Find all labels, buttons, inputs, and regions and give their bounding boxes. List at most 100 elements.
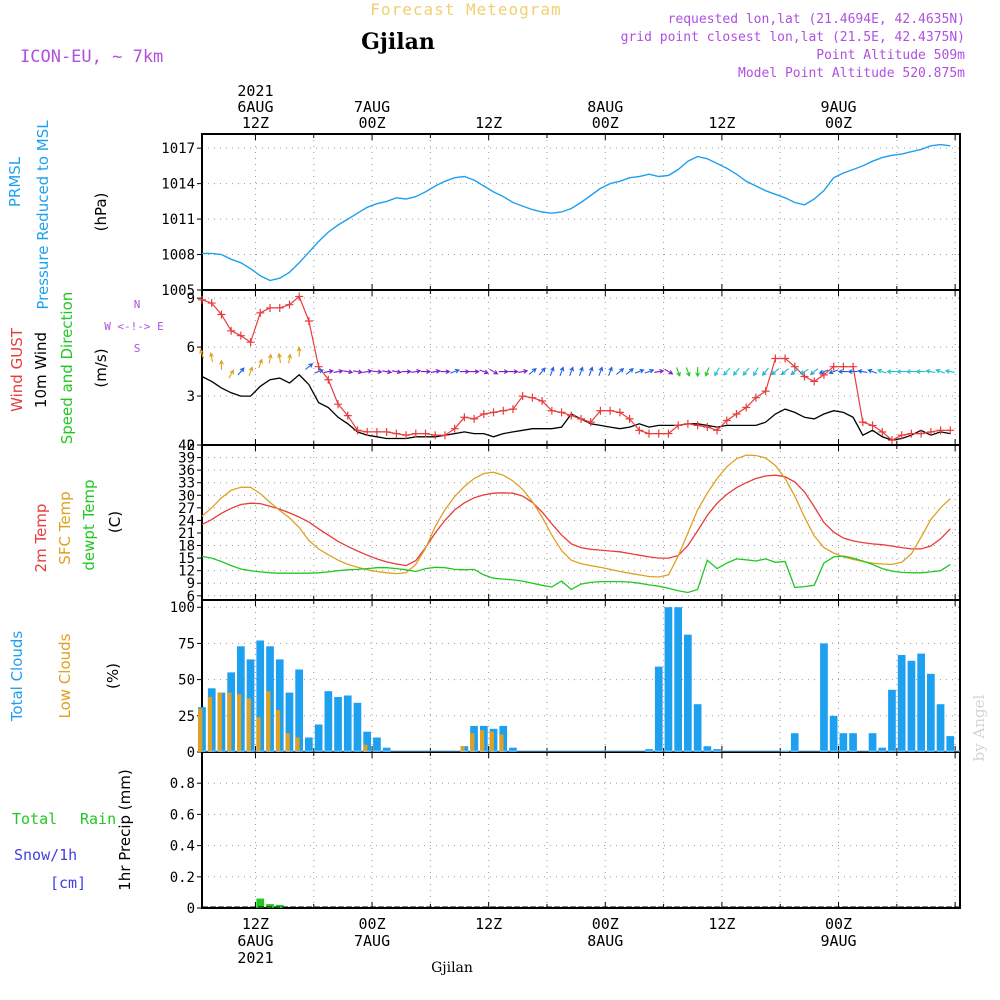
gust-marker	[304, 317, 313, 325]
gust-marker	[314, 362, 323, 371]
location-title: Gjilan	[361, 29, 435, 55]
wind-direction-arrow	[296, 346, 302, 357]
bottom-time-label: 8AUG	[587, 932, 623, 950]
wind-direction-arrow	[528, 367, 537, 375]
gust-marker	[198, 295, 206, 304]
wind-direction-arrow	[518, 368, 529, 374]
gust-marker	[518, 392, 527, 401]
wind-direction-arrow	[695, 367, 700, 378]
wind-direction-arrow	[549, 366, 555, 376]
y-tick-label: 1011	[161, 212, 195, 228]
bottom-time-label: 00Z	[825, 915, 852, 933]
wind-direction-arrow	[867, 368, 877, 374]
wind-direction-arrow	[498, 369, 509, 374]
bottom-time-label: 9AUG	[820, 932, 856, 950]
wind-direction-arrow	[625, 367, 634, 375]
gust-marker	[246, 338, 255, 347]
wind-direction-arrow	[598, 366, 604, 376]
low-clouds-bar	[237, 694, 242, 752]
y-tick-label: 25	[178, 709, 195, 725]
wind-direction-arrow	[323, 368, 334, 374]
low-clouds-bar	[295, 737, 300, 752]
gust-marker	[411, 429, 420, 438]
panel-frame	[201, 133, 961, 291]
y-tick-label: 6	[187, 340, 195, 356]
super-title: Forecast Meteogram	[370, 0, 561, 19]
wind-direction-arrow	[876, 368, 887, 374]
total-clouds-bar	[256, 640, 265, 752]
total-clouds-bar	[285, 692, 294, 752]
legend-snow: Snow/1h	[14, 846, 77, 864]
wind-direction-arrow	[664, 368, 674, 375]
low-clouds-bar	[363, 744, 368, 752]
requested-coords: requested lon,lat (21.4694E, 42.4635N)	[668, 12, 965, 27]
wind-direction-arrow	[411, 368, 422, 374]
total-clouds-bar	[946, 736, 955, 752]
total-clouds-bar	[295, 669, 303, 752]
bottom-time-label: 00Z	[359, 915, 386, 933]
y-label-10m-wind: 10m Wind	[32, 332, 50, 408]
gust-marker	[693, 421, 702, 430]
top-time-label: 12Z	[475, 114, 502, 132]
low-clouds-bar	[217, 692, 222, 752]
temp-2m-line	[201, 474, 951, 567]
wind-direction-arrow	[790, 368, 799, 376]
wind-direction-arrow	[469, 369, 480, 374]
wind-direction-arrow	[857, 368, 868, 374]
wind-direction-arrow	[704, 367, 710, 377]
wind-direction-arrow	[676, 367, 681, 377]
total-clouds-bar	[324, 691, 333, 752]
rain-bar	[266, 904, 274, 908]
gust-marker	[256, 308, 265, 317]
low-clouds-bar	[246, 698, 251, 752]
wind-direction-arrow	[333, 368, 344, 374]
total-clouds-bar	[334, 697, 342, 752]
wind-direction-arrow	[538, 367, 546, 376]
wind-direction-arrow	[219, 359, 224, 370]
bottom-time-label: 2021	[237, 949, 273, 967]
y-label-2m-temp: 2m Temp	[32, 504, 50, 573]
wind-direction-arrow	[896, 369, 907, 374]
top-time-label: 12Z	[242, 114, 269, 132]
y-tick-label: 36	[178, 463, 195, 479]
y-tick-label: 0.6	[170, 807, 195, 823]
gust-marker	[625, 414, 634, 423]
y-label-dewpt: dewpt Temp	[80, 479, 98, 570]
model-name: ICON-EU, ~ 7km	[20, 47, 163, 67]
gust-marker	[353, 426, 362, 435]
y-label-pressure: Pressure Reduced to MSL	[34, 120, 52, 310]
gust-marker	[421, 429, 430, 438]
gust-marker	[887, 436, 896, 445]
y-tick-label: 9	[187, 576, 195, 592]
pressure-line	[202, 143, 951, 282]
gust-marker	[897, 431, 906, 440]
wind-direction-arrow	[199, 348, 205, 359]
gust-marker	[285, 300, 294, 309]
top-time-label: 12Z	[708, 114, 735, 132]
panel-precip: 0 0.2 0.4 0.6 0.8	[170, 752, 960, 917]
gust-marker	[917, 429, 926, 438]
top-time-label: 2021	[237, 82, 273, 100]
wind-direction-arrow	[634, 368, 645, 374]
y-label-hpa: (hPa)	[92, 193, 110, 232]
wind-direction-arrow	[753, 367, 759, 377]
y-tick-label: 0	[187, 438, 195, 454]
wind-direction-arrow	[809, 368, 819, 376]
wind-direction-arrow	[489, 368, 499, 375]
gust-marker	[878, 427, 887, 436]
grid-point-coords: grid point closest lon,lat (21.5E, 42.43…	[621, 30, 965, 45]
gust-marker	[849, 362, 858, 371]
wind-direction-arrow	[886, 369, 897, 374]
wind-direction-arrow	[925, 368, 936, 374]
wind-direction-arrow	[209, 352, 214, 363]
gust-marker	[567, 411, 576, 420]
legend-snow-unit: [cm]	[50, 874, 86, 892]
gust-marker	[635, 426, 644, 435]
gust-marker	[275, 303, 284, 312]
gust-marker	[683, 419, 692, 428]
y-label-gust: Wind GUST	[8, 327, 26, 412]
y-tick-label: 21	[178, 526, 195, 542]
total-clouds-bar	[314, 724, 323, 752]
low-clouds-bar	[499, 734, 504, 752]
y-tick-label: 100	[170, 600, 195, 616]
